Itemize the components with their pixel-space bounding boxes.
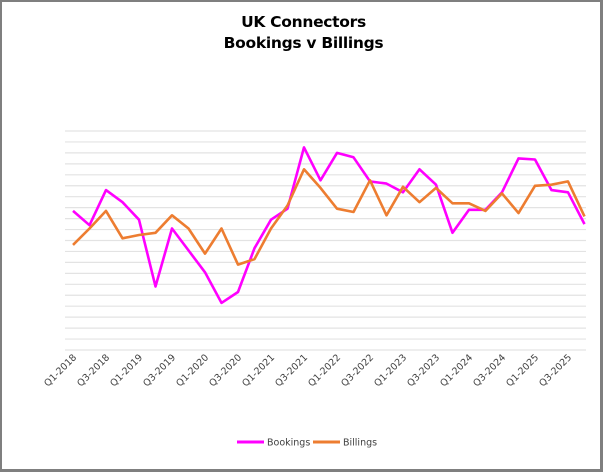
chart-title: UK Connectors Bookings v Billings [0,12,607,54]
chart-title-line1: UK Connectors [241,13,366,31]
series-line-bookings [72,146,586,305]
x-tick-label: Q1-2021 [240,352,277,389]
x-tick-label: Q1-2023 [372,352,409,389]
x-tick-label: Q3-2020 [207,352,244,389]
x-tick-label: Q1-2019 [108,352,145,389]
x-tick-label: Q1-2018 [42,352,79,389]
x-tick-label: Q1-2025 [504,352,541,389]
x-tick-label: Q1-2022 [306,352,343,389]
series-lines [72,146,586,305]
x-tick-label: Q3-2021 [273,352,310,389]
chart-title-line2: Bookings v Billings [223,34,384,52]
legend-label-billings: Billings [343,438,377,449]
gridlines [65,130,586,351]
legend-label-bookings: Bookings [267,438,310,449]
series-line-billings [72,168,586,266]
x-tick-label: Q3-2023 [405,352,442,389]
x-tick-label: Q3-2024 [471,352,508,389]
x-tick-label: Q3-2018 [75,352,112,389]
legend: Bookings Billings [237,438,377,449]
x-tick-label: Q1-2020 [174,352,211,389]
x-tick-label: Q3-2022 [339,352,376,389]
x-tick-label: Q3-2025 [537,352,574,389]
x-axis-tick-labels: Q1-2018Q3-2018Q1-2019Q3-2019Q1-2020Q3-20… [42,352,574,389]
x-tick-label: Q3-2019 [141,352,178,389]
x-tick-label: Q1-2024 [438,352,475,389]
